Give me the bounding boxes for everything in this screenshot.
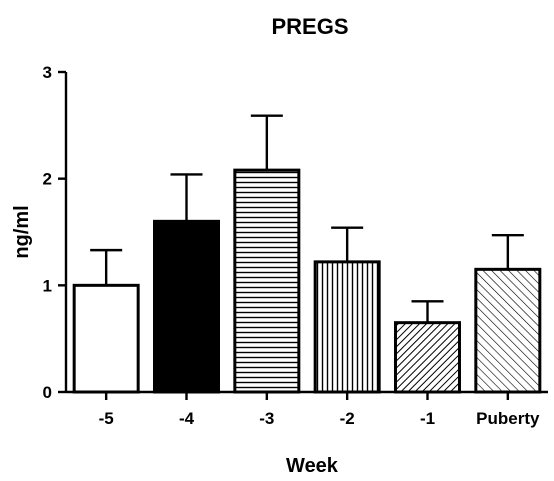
x-tick-label-3: -2 bbox=[340, 409, 355, 428]
y-axis-label: ng/ml bbox=[11, 205, 33, 258]
bar-4 bbox=[394, 321, 461, 394]
x-tick-label-1: -4 bbox=[179, 409, 195, 428]
x-axis-label: Week bbox=[286, 455, 339, 477]
x-tick-label-0: -5 bbox=[99, 409, 114, 428]
x-tick-label-5: Puberty bbox=[476, 409, 540, 428]
bar-0 bbox=[72, 283, 140, 394]
bars-layer bbox=[72, 168, 542, 394]
axes-layer: -5 -4 -3 -2 -1 Puberty 0 1 2 3 bbox=[43, 63, 548, 428]
error-bars-layer bbox=[90, 114, 524, 323]
bar-1 bbox=[153, 219, 220, 394]
y-tick-label-1: 1 bbox=[43, 276, 52, 295]
y-tick-label-3: 3 bbox=[43, 63, 52, 82]
bar-2 bbox=[233, 168, 301, 394]
y-tick-label-2: 2 bbox=[43, 170, 52, 189]
x-tick-label-4: -1 bbox=[420, 409, 435, 428]
x-tick-label-2: -3 bbox=[259, 409, 274, 428]
bar-5 bbox=[474, 267, 542, 394]
chart-title: PREGS bbox=[271, 14, 348, 39]
bar-3 bbox=[313, 260, 381, 394]
y-tick-label-0: 0 bbox=[43, 383, 52, 402]
